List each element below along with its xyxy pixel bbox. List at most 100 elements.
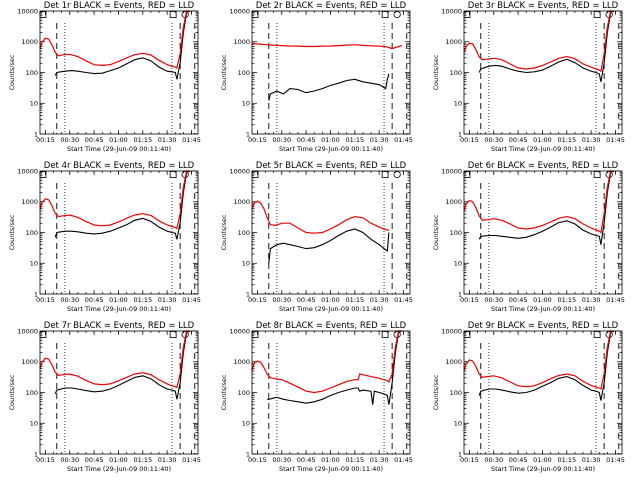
x-tick-label: 01:30 <box>582 296 601 304</box>
y-axis-label: Counts/sec <box>8 374 16 410</box>
panel-title: Det 7r BLACK = Events, RED = LLD <box>44 321 195 331</box>
panel-title: Det 8r BLACK = Events, RED = LLD <box>256 321 407 331</box>
y-tick-label: 100 <box>26 69 38 77</box>
square-symbol <box>169 171 177 178</box>
y-tick-label: 1 <box>246 290 250 298</box>
events-series-line <box>478 10 615 82</box>
x-tick-label: 01:45 <box>394 456 413 464</box>
x-tick-label: 01:45 <box>606 136 625 144</box>
y-tick-label: 1000 <box>233 38 250 46</box>
y-tick-label: 10000 <box>17 7 38 15</box>
events-series-line <box>478 170 615 245</box>
circle-symbol <box>393 10 401 19</box>
x-tick-label: 01:45 <box>394 296 413 304</box>
x-axis-label: Start Time (29-Jun-09 00:11:40) <box>491 465 595 473</box>
panel-title: Det 1r BLACK = Events, RED = LLD <box>44 1 195 11</box>
plot-frame <box>251 10 411 135</box>
x-tick-label: 01:00 <box>321 296 340 304</box>
y-tick-label: 100 <box>450 389 462 397</box>
lld-series-line <box>39 170 190 230</box>
x-tick-label: 00:15 <box>36 296 55 304</box>
x-tick-label: 01:45 <box>182 136 201 144</box>
y-tick-label: 1000 <box>445 38 462 46</box>
x-tick-label: 00:30 <box>60 296 79 304</box>
x-tick-label: 00:45 <box>85 136 104 144</box>
y-axis-label: Counts/sec <box>220 374 228 410</box>
y-tick-label: 100 <box>450 69 462 77</box>
x-tick-label: 01:45 <box>182 456 201 464</box>
events-series-line <box>54 10 191 80</box>
panel-det-2: Det 2r BLACK = Events, RED = LLD Counts/s… <box>220 1 413 153</box>
y-tick-label: 100 <box>26 229 38 237</box>
x-tick-label: 01:45 <box>394 136 413 144</box>
y-tick-label: 1 <box>246 130 250 138</box>
x-tick-label: 01:30 <box>158 136 177 144</box>
plot-frame <box>39 10 199 135</box>
square-symbol <box>593 331 601 338</box>
y-tick-label: 10 <box>30 260 38 268</box>
y-tick-label: 1 <box>34 450 38 458</box>
panel-title: Det 6r BLACK = Events, RED = LLD <box>468 161 619 171</box>
x-tick-label: 01:45 <box>182 296 201 304</box>
y-tick-label: 10000 <box>441 167 462 175</box>
panel-det-3: Det 3r BLACK = Events, RED = LLD Counts/s… <box>432 1 625 153</box>
panel-det-9: Det 9r BLACK = Events, RED = LLD Counts/s… <box>432 321 625 473</box>
square-symbol <box>169 331 177 338</box>
plot-frame <box>463 10 623 135</box>
y-tick-label: 10000 <box>229 167 250 175</box>
y-axis-label: Counts/sec <box>432 54 440 90</box>
square-symbol <box>381 11 389 18</box>
x-tick-label: 01:30 <box>158 456 177 464</box>
y-tick-label: 10 <box>454 100 462 108</box>
y-tick-label: 10 <box>242 260 250 268</box>
y-tick-label: 10000 <box>229 7 250 15</box>
lld-series-line <box>251 200 390 234</box>
x-tick-label: 01:15 <box>345 296 364 304</box>
x-tick-label: 01:15 <box>133 296 152 304</box>
x-tick-label: 01:00 <box>321 456 340 464</box>
y-tick-label: 100 <box>238 69 250 77</box>
lld-series-line <box>463 10 614 73</box>
events-series-line <box>267 330 403 405</box>
y-tick-label: 10 <box>242 100 250 108</box>
y-tick-label: 100 <box>238 389 250 397</box>
plot-frame <box>39 330 199 455</box>
x-tick-label: 00:45 <box>297 136 316 144</box>
x-tick-label: 00:30 <box>272 296 291 304</box>
x-tick-label: 01:30 <box>370 296 389 304</box>
panel-title: Det 9r BLACK = Events, RED = LLD <box>468 321 619 331</box>
x-tick-label: 01:00 <box>533 296 552 304</box>
square-symbol <box>593 11 601 18</box>
y-tick-label: 10 <box>454 260 462 268</box>
events-series-line <box>54 330 191 400</box>
x-tick-label: 01:00 <box>533 456 552 464</box>
y-tick-label: 1 <box>34 290 38 298</box>
circle-symbol <box>393 170 401 179</box>
x-tick-label: 01:15 <box>133 456 152 464</box>
panel-det-6: Det 6r BLACK = Events, RED = LLD Counts/s… <box>432 161 625 313</box>
panel-det-4: Det 4r BLACK = Events, RED = LLD Counts/s… <box>8 161 201 313</box>
y-axis-label: Counts/sec <box>8 214 16 250</box>
x-tick-label: 00:45 <box>297 296 316 304</box>
x-tick-label: 01:00 <box>109 296 128 304</box>
plot-frame <box>251 170 411 295</box>
events-series-line <box>268 228 390 264</box>
panel-det-8: Det 8r BLACK = Events, RED = LLD Counts/s… <box>220 321 413 473</box>
x-tick-label: 01:00 <box>109 136 128 144</box>
plot-frame <box>463 170 623 295</box>
y-tick-label: 1 <box>34 130 38 138</box>
panel-title: Det 3r BLACK = Events, RED = LLD <box>468 1 619 11</box>
y-tick-label: 10 <box>30 100 38 108</box>
x-tick-label: 00:15 <box>36 456 55 464</box>
panel-title: Det 4r BLACK = Events, RED = LLD <box>44 161 195 171</box>
lld-series-line <box>463 330 614 390</box>
y-tick-label: 1000 <box>21 198 38 206</box>
y-tick-label: 1 <box>458 290 462 298</box>
x-tick-label: 00:15 <box>248 456 267 464</box>
x-tick-label: 00:30 <box>484 296 503 304</box>
y-tick-label: 10000 <box>17 167 38 175</box>
panel-title: Det 5r BLACK = Events, RED = LLD <box>256 161 407 171</box>
x-axis-label: Start Time (29-Jun-09 00:11:40) <box>491 145 595 153</box>
x-axis-label: Start Time (29-Jun-09 00:11:40) <box>67 465 171 473</box>
